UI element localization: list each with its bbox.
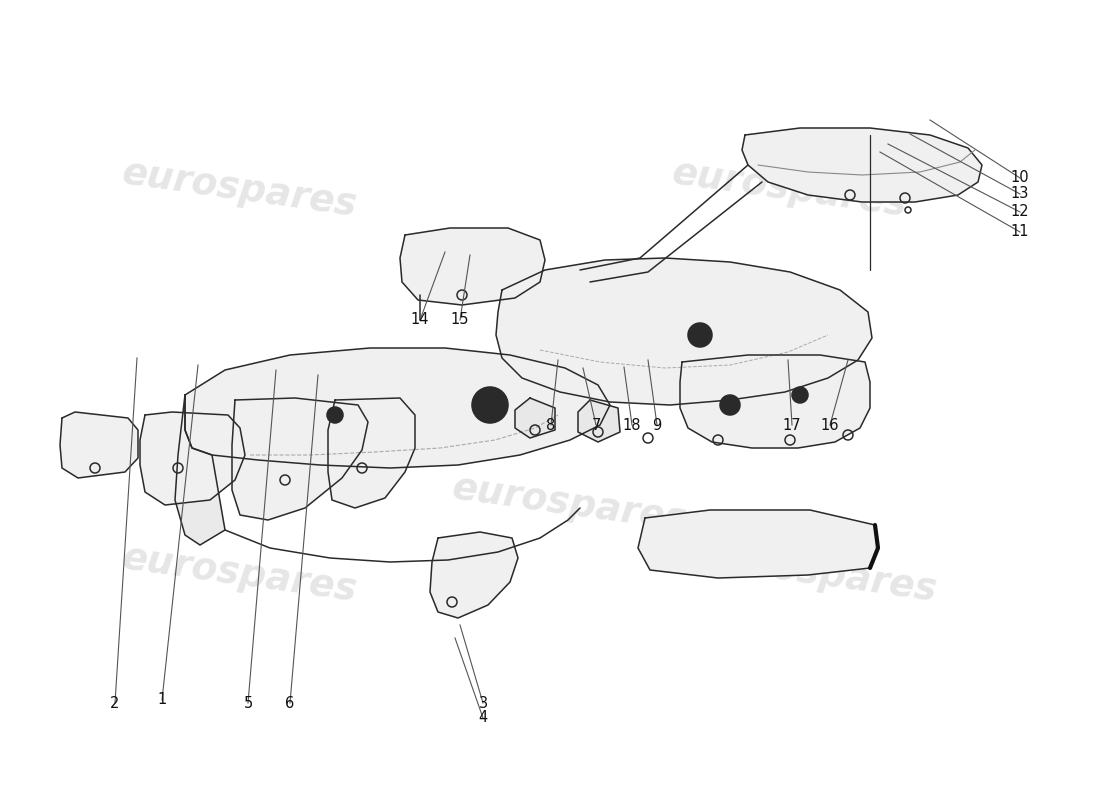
Text: 13: 13	[1011, 186, 1030, 202]
Polygon shape	[638, 510, 878, 578]
Polygon shape	[400, 228, 544, 305]
Circle shape	[792, 387, 808, 403]
Text: 3: 3	[478, 695, 487, 710]
Text: eurospares: eurospares	[120, 541, 360, 610]
Polygon shape	[578, 400, 620, 442]
Text: 16: 16	[821, 418, 839, 433]
Polygon shape	[742, 128, 982, 202]
Text: 8: 8	[547, 418, 556, 433]
Circle shape	[327, 407, 343, 423]
Polygon shape	[680, 355, 870, 448]
Text: eurospares: eurospares	[120, 156, 360, 224]
Text: 4: 4	[478, 710, 487, 726]
Polygon shape	[232, 398, 368, 520]
Text: 6: 6	[285, 695, 295, 710]
Text: 18: 18	[623, 418, 641, 433]
Polygon shape	[515, 398, 556, 438]
Text: eurospares: eurospares	[450, 470, 690, 539]
Text: 14: 14	[410, 313, 429, 327]
Text: 15: 15	[451, 313, 470, 327]
Text: 1: 1	[157, 693, 166, 707]
Polygon shape	[140, 412, 245, 505]
Text: 12: 12	[1011, 205, 1030, 219]
Text: 17: 17	[783, 418, 801, 433]
Polygon shape	[430, 532, 518, 618]
Polygon shape	[328, 398, 415, 508]
Polygon shape	[496, 258, 872, 405]
Text: 10: 10	[1011, 170, 1030, 186]
Circle shape	[688, 323, 712, 347]
Circle shape	[720, 395, 740, 415]
Text: 9: 9	[652, 418, 661, 433]
Text: 7: 7	[592, 418, 601, 433]
Text: 5: 5	[243, 695, 253, 710]
Text: 2: 2	[110, 695, 120, 710]
Polygon shape	[60, 412, 138, 478]
Text: eurospares: eurospares	[670, 156, 910, 224]
Polygon shape	[185, 348, 610, 468]
Text: eurospares: eurospares	[700, 541, 939, 610]
Circle shape	[472, 387, 508, 423]
Polygon shape	[175, 395, 226, 545]
Text: 11: 11	[1011, 225, 1030, 239]
